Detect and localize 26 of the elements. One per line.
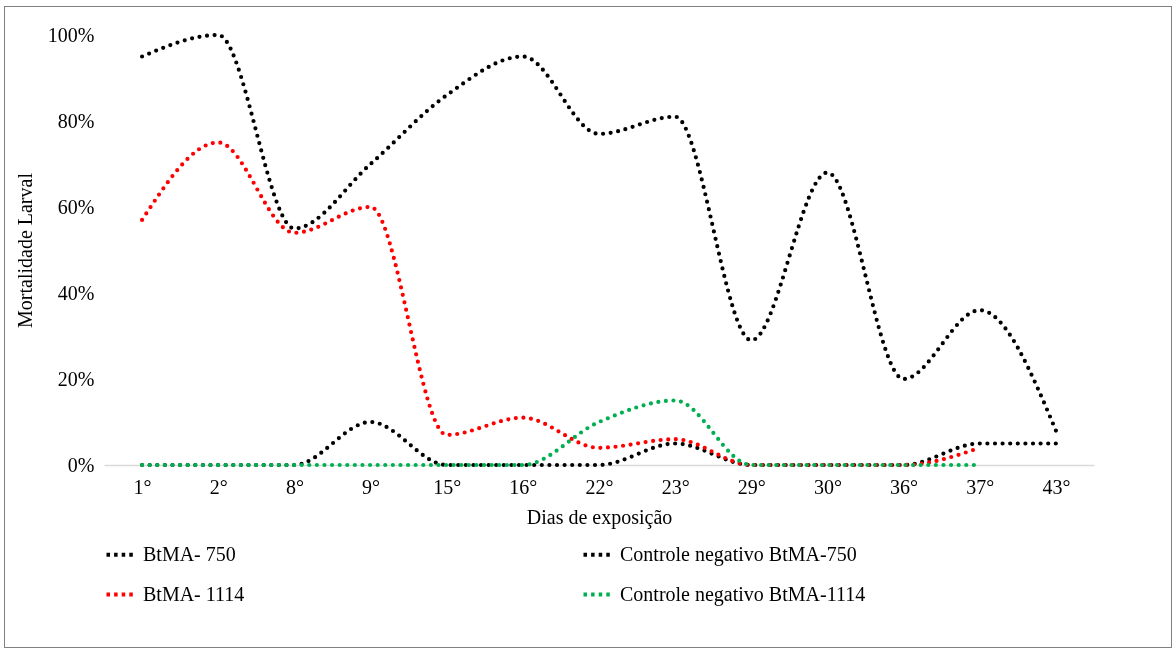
x-tick-label: 36° <box>890 475 919 498</box>
x-tick-label: 22° <box>585 475 614 498</box>
legend-label: Controle negativo BtMA-1114 <box>620 582 866 606</box>
x-tick-label: 2° <box>209 475 228 498</box>
x-axis-title: Dias de exposição <box>526 505 673 529</box>
y-tick-label: 100% <box>47 23 95 46</box>
y-tick-label: 20% <box>57 367 95 390</box>
x-tick-label: 9° <box>362 475 381 498</box>
x-tick-label: 30° <box>813 475 842 498</box>
y-tick-label: 80% <box>57 109 95 132</box>
legend-label: BtMA- 750 <box>143 542 236 565</box>
x-tick-label: 23° <box>661 475 690 498</box>
legend-label: BtMA- 1114 <box>143 582 245 605</box>
line-series <box>139 32 1059 433</box>
y-tick-label: 40% <box>57 281 95 304</box>
x-tick-label: 15° <box>433 475 462 498</box>
x-tick-label: 29° <box>737 475 766 498</box>
legend-label: Controle negativo BtMA-750 <box>620 542 857 566</box>
x-tick-label: 37° <box>966 475 995 498</box>
x-tick-label: 8° <box>285 475 304 498</box>
x-tick-label: 1° <box>133 475 152 498</box>
x-tick-label: 16° <box>509 475 538 498</box>
y-tick-label: 60% <box>57 195 95 218</box>
x-tick-label: 43° <box>1042 475 1071 498</box>
y-tick-label: 0% <box>67 453 95 476</box>
y-axis-title: Mortalidade Larval <box>13 172 36 328</box>
